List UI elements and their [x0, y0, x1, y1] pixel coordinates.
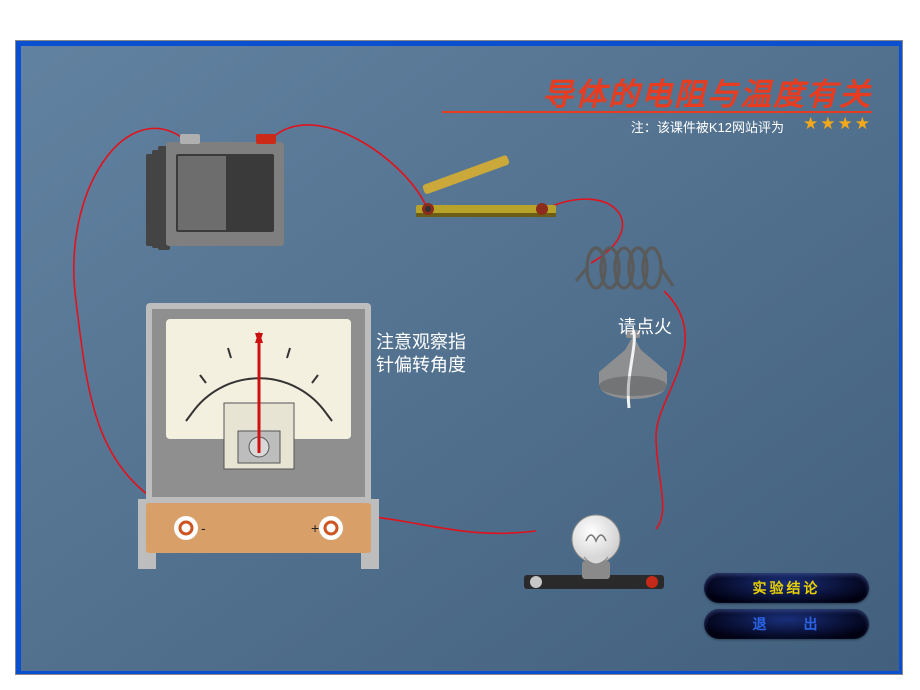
conclusion-button-label: 实验结论 [753, 578, 821, 598]
observe-caption: 注意观察指针偏转角度 [376, 331, 466, 376]
ammeter-icon: - + [138, 303, 379, 569]
conclusion-button[interactable]: 实验结论 [704, 573, 869, 603]
rating-stars: ★★★★ [803, 114, 872, 134]
slide-frame: - + 导体的电阻与温度有关 [15, 40, 903, 675]
ignite-caption[interactable]: 请点火 [618, 316, 672, 339]
battery-icon [146, 134, 284, 250]
title-underline [442, 111, 872, 113]
outer-frame: - + 导体的电阻与温度有关 [0, 0, 920, 690]
page-title: 导体的电阻与温度有关 [542, 69, 872, 114]
exit-button-label: 退 出 [753, 614, 821, 634]
svg-text:-: - [201, 520, 206, 536]
exit-button[interactable]: 退 出 [704, 609, 869, 639]
rating-note: 注：该课件被K12网站评为 [631, 117, 784, 136]
svg-text:+: + [311, 520, 319, 536]
